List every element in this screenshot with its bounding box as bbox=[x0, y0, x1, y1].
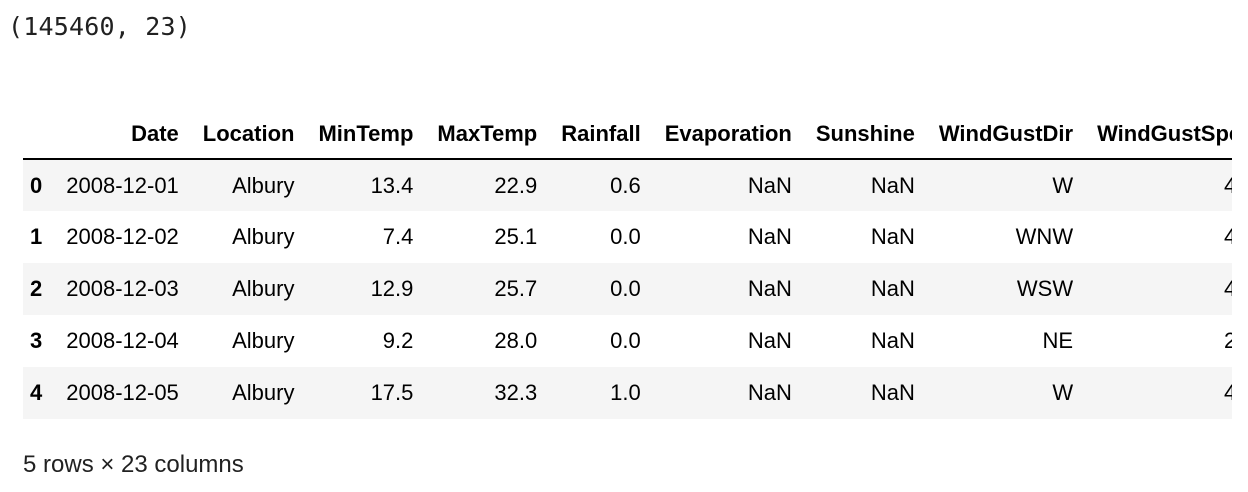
dataframe-dimensions-note: 5 rows × 23 columns bbox=[23, 451, 244, 478]
cell-evaporation: NaN bbox=[747, 328, 792, 353]
cell-windgustdir: NE bbox=[1042, 328, 1074, 353]
row-index: 1 bbox=[30, 224, 43, 249]
column-header-windgustspeed: WindGustSpeed bbox=[1085, 110, 1232, 160]
column-header-mintemp: MinTemp bbox=[306, 110, 426, 160]
cell-location: Albury bbox=[232, 172, 295, 198]
cell-windgustdir: WSW bbox=[1016, 276, 1074, 301]
cell-rainfall: 0.0 bbox=[610, 276, 641, 301]
table-row: 4 2008-12-05 Albury 17.5 32.3 1.0 NaN Na… bbox=[23, 367, 1232, 419]
index-column-header bbox=[23, 110, 55, 160]
cell-sunshine: NaN bbox=[870, 380, 915, 405]
cell-location: Albury bbox=[232, 328, 295, 353]
cell-mintemp: 7.4 bbox=[382, 224, 414, 249]
table-row: 1 2008-12-02 Albury 7.4 25.1 0.0 NaN NaN… bbox=[23, 211, 1232, 263]
row-index: 2 bbox=[30, 276, 43, 301]
row-index: 4 bbox=[30, 380, 43, 405]
dataframe-scroll-container[interactable]: Date Location MinTemp MaxTemp Rainfall E… bbox=[23, 110, 1232, 419]
header-row: Date Location MinTemp MaxTemp Rainfall E… bbox=[23, 110, 1232, 160]
cell-windgustspeed: 46.0 bbox=[1223, 276, 1232, 301]
cell-mintemp: 12.9 bbox=[370, 276, 414, 301]
cell-mintemp: 9.2 bbox=[382, 328, 414, 353]
cell-date: 2008-12-04 bbox=[66, 328, 179, 353]
cell-windgustdir: W bbox=[1052, 380, 1074, 405]
cell-date: 2008-12-05 bbox=[66, 380, 179, 405]
cell-windgustspeed: 44.0 bbox=[1223, 224, 1232, 249]
cell-date: 2008-12-03 bbox=[66, 276, 179, 301]
cell-windgustspeed: 44.0 bbox=[1223, 172, 1232, 198]
cell-location: Albury bbox=[232, 224, 295, 249]
cell-evaporation: NaN bbox=[747, 172, 792, 198]
cell-date: 2008-12-01 bbox=[66, 172, 179, 198]
cell-rainfall: 0.0 bbox=[610, 224, 641, 249]
cell-location: Albury bbox=[232, 276, 295, 301]
cell-windgustdir: WNW bbox=[1015, 224, 1074, 249]
cell-maxtemp: 25.7 bbox=[494, 276, 538, 301]
table-row: 3 2008-12-04 Albury 9.2 28.0 0.0 NaN NaN… bbox=[23, 315, 1232, 367]
cell-rainfall: 1.0 bbox=[610, 380, 641, 405]
cell-location: Albury bbox=[232, 380, 295, 405]
dataframe-header: Date Location MinTemp MaxTemp Rainfall E… bbox=[23, 110, 1232, 160]
cell-windgustdir: W bbox=[1052, 172, 1074, 198]
cell-windgustspeed: 41.0 bbox=[1223, 380, 1232, 405]
column-header-date: Date bbox=[54, 110, 191, 160]
dataframe-body: 0 2008-12-01 Albury 13.4 22.9 0.6 NaN Na… bbox=[23, 159, 1232, 419]
cell-evaporation: NaN bbox=[747, 224, 792, 249]
cell-sunshine: NaN bbox=[870, 276, 915, 301]
column-header-evaporation: Evaporation bbox=[652, 110, 804, 160]
cell-rainfall: 0.6 bbox=[610, 172, 641, 198]
cell-sunshine: NaN bbox=[870, 328, 915, 353]
column-header-sunshine: Sunshine bbox=[803, 110, 927, 160]
cell-evaporation: NaN bbox=[747, 276, 792, 301]
cell-maxtemp: 32.3 bbox=[494, 380, 538, 405]
cell-maxtemp: 22.9 bbox=[494, 172, 538, 198]
cell-mintemp: 17.5 bbox=[370, 380, 414, 405]
column-header-windgustdir: WindGustDir bbox=[926, 110, 1086, 160]
table-row: 0 2008-12-01 Albury 13.4 22.9 0.6 NaN Na… bbox=[23, 159, 1232, 211]
row-index: 3 bbox=[30, 328, 43, 353]
table-row: 2 2008-12-03 Albury 12.9 25.7 0.0 NaN Na… bbox=[23, 263, 1232, 315]
cell-sunshine: NaN bbox=[870, 224, 915, 249]
column-header-rainfall: Rainfall bbox=[549, 110, 653, 160]
column-header-maxtemp: MaxTemp bbox=[425, 110, 550, 160]
row-index: 0 bbox=[30, 172, 43, 198]
cell-maxtemp: 28.0 bbox=[494, 328, 538, 353]
cell-mintemp: 13.4 bbox=[370, 172, 414, 198]
cell-sunshine: NaN bbox=[870, 172, 915, 198]
shape-output-text: (145460, 23) bbox=[8, 12, 192, 41]
cell-date: 2008-12-02 bbox=[66, 224, 179, 249]
cell-windgustspeed: 24.0 bbox=[1223, 328, 1232, 353]
cell-maxtemp: 25.1 bbox=[494, 224, 538, 249]
cell-rainfall: 0.0 bbox=[610, 328, 641, 353]
column-header-location: Location bbox=[190, 110, 307, 160]
cell-evaporation: NaN bbox=[747, 380, 792, 405]
dataframe-table: Date Location MinTemp MaxTemp Rainfall E… bbox=[23, 110, 1232, 419]
